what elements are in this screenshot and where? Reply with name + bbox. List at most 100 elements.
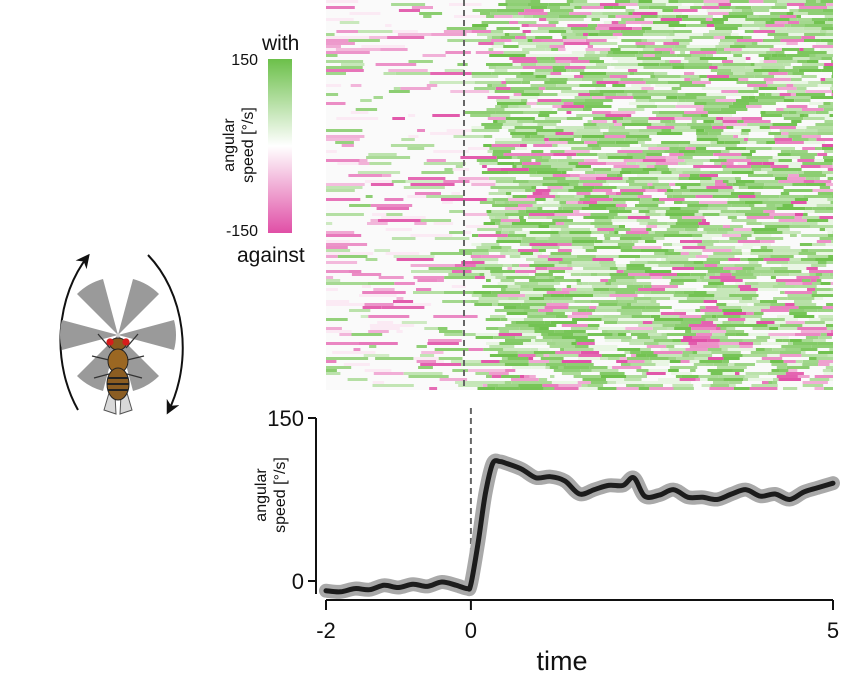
heatmap-cell (429, 81, 475, 84)
heatmap-cell (510, 132, 538, 135)
heatmap-cell (390, 144, 435, 147)
heatmap-cell (628, 12, 633, 15)
heatmap-cell (779, 195, 804, 198)
heatmap-cell (662, 51, 671, 54)
heatmap-cell (658, 111, 684, 114)
heatmap-cell (718, 306, 742, 309)
heatmap-cell (678, 162, 687, 165)
heatmap-cell (660, 348, 669, 351)
heatmap-cell (496, 27, 520, 30)
grating-sector (118, 320, 176, 350)
heatmap-cell (809, 102, 824, 105)
heatmap-cell (718, 342, 739, 345)
heatmap-cell (636, 354, 647, 357)
heatmap-cell (512, 195, 527, 198)
heatmap-cell (498, 300, 525, 303)
heatmap-cell (802, 363, 819, 366)
heatmap-cell (531, 366, 546, 369)
heatmap-cell (588, 90, 600, 93)
heatmap-cell (732, 102, 750, 105)
heatmap-cell (341, 144, 354, 147)
heatmap-cell (531, 189, 536, 192)
heatmap-cell (582, 108, 592, 111)
heatmap-cell (612, 33, 623, 36)
heatmap-cell (761, 66, 785, 69)
heatmap-cell (648, 6, 679, 9)
heatmap-cell (479, 201, 496, 204)
heatmap-cell (547, 12, 570, 15)
heatmap-cell (723, 267, 743, 270)
heatmap-cell (410, 264, 455, 267)
heatmap-cell (491, 45, 504, 48)
heatmap-cell (707, 114, 733, 117)
heatmap-cell (508, 198, 536, 201)
heatmap-cell (600, 264, 616, 267)
heatmap-cell (542, 177, 566, 180)
heatmap-cell (476, 246, 491, 249)
heatmap-cell (561, 360, 592, 363)
heatmap-cell (618, 255, 641, 258)
heatmap-cell (504, 201, 510, 204)
heatmap-cell (831, 93, 833, 96)
heatmap-cell (561, 105, 585, 108)
heatmap-cell (832, 57, 833, 60)
heatmap-cell (753, 231, 783, 234)
heatmap-cell (637, 174, 654, 177)
heatmap-cell (658, 342, 689, 345)
heatmap-cell (825, 366, 833, 369)
heatmap-cell (666, 345, 675, 348)
heatmap-cell (782, 231, 801, 234)
heatmap-cell (773, 378, 779, 381)
heatmap-cell (555, 351, 581, 354)
heatmap-cell (808, 198, 828, 201)
heatmap-cell (326, 84, 342, 87)
heatmap-cell (711, 351, 741, 354)
heatmap-cell (718, 42, 735, 45)
heatmap-cell (599, 291, 616, 294)
heatmap-cell (669, 147, 678, 150)
heatmap-cell (806, 267, 818, 270)
heatmap-cell (439, 330, 463, 333)
heatmap-cell (428, 339, 462, 342)
heatmap-cell (326, 48, 336, 51)
heatmap-cell (420, 363, 461, 366)
heatmap-cell (485, 318, 501, 321)
heatmap-cell (526, 258, 548, 261)
heatmap-cell (546, 18, 558, 21)
heatmap-cell (560, 234, 591, 237)
heatmap-cell (764, 225, 790, 228)
heatmap-cell (630, 330, 657, 333)
heatmap-cell (403, 186, 445, 189)
heatmap-cell (587, 120, 592, 123)
heatmap-cell (759, 60, 764, 63)
heatmap-cell (696, 135, 718, 138)
heatmap-cell (784, 318, 798, 321)
heatmap-cell (558, 261, 572, 264)
heatmap-cell (571, 60, 590, 63)
heatmap-cell (630, 228, 647, 231)
heatmap-cell (755, 96, 785, 99)
heatmap-cell (490, 246, 502, 249)
heatmap-cell (570, 3, 600, 6)
heatmap-cell (632, 12, 658, 15)
heatmap-cell (641, 309, 660, 312)
heatmap-cell (554, 279, 577, 282)
heatmap-cell (625, 135, 650, 138)
heatmap-cell (517, 237, 523, 240)
heatmap-cell (677, 102, 695, 105)
heatmap-cell (579, 198, 590, 201)
heatmap-cell (558, 384, 582, 387)
heatmap-cell (606, 378, 624, 381)
heatmap-cell (703, 0, 730, 3)
heatmap-cell (703, 33, 731, 36)
heatmap-cell (472, 234, 479, 237)
heatmap-cell (613, 165, 640, 168)
heatmap-cell (722, 354, 743, 357)
heatmap-cell (428, 267, 471, 270)
heatmap-cell (531, 186, 537, 189)
heatmap-cell (365, 252, 374, 255)
heatmap-cell (747, 123, 773, 126)
heatmap-cell (830, 102, 833, 105)
heatmap-cell (548, 237, 572, 240)
heatmap-cell (446, 27, 487, 30)
